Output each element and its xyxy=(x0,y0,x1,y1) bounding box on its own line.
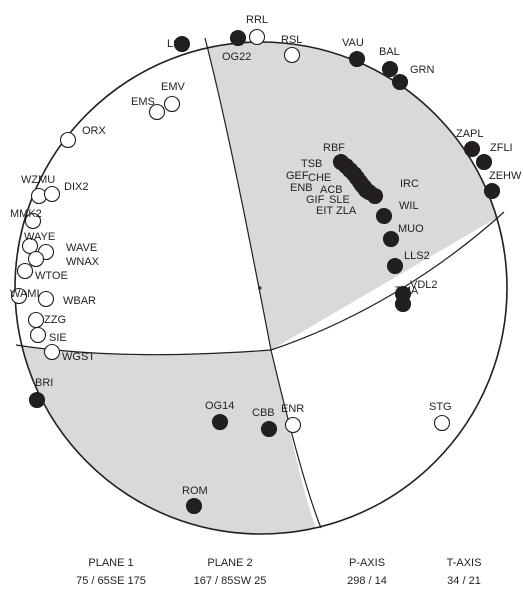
station-label-enr: ENR xyxy=(281,403,304,415)
station-marker-wnax xyxy=(27,250,45,268)
station-label-wami: WAMI xyxy=(10,288,40,300)
station-marker-og22 xyxy=(229,29,247,47)
station-label-acb: ACB xyxy=(320,184,343,196)
station-label-wzmu: WZMU xyxy=(21,174,55,186)
station-label-bri: BRI xyxy=(35,377,53,389)
station-label-dix2: DIX2 xyxy=(64,181,88,193)
station-marker-lls2 xyxy=(386,257,404,275)
station-label-wnax: WNAX xyxy=(66,256,100,268)
station-marker-wgst xyxy=(43,343,61,361)
station-label-wil: WIL xyxy=(399,200,419,212)
p-axis-title: P-AXIS xyxy=(348,557,386,569)
station-label-sie: SIE xyxy=(49,332,67,344)
station-label-orx: ORX xyxy=(82,125,107,137)
plane1-title: PLANE 1 xyxy=(88,557,134,569)
station-label-lsd: LSD xyxy=(167,38,188,50)
station-marker-stg xyxy=(433,414,451,432)
station-marker-zzg xyxy=(27,311,45,329)
compression-quadrant-southwest xyxy=(15,345,321,534)
station-marker-lsd xyxy=(173,35,191,53)
station-marker-dix2 xyxy=(43,185,61,203)
station-marker-mmk2 xyxy=(24,212,42,230)
station-label-og22: OG22 xyxy=(222,51,251,63)
station-label-rom: ROM xyxy=(182,485,208,497)
station-marker-irc xyxy=(366,187,384,205)
station-marker-ems xyxy=(148,103,166,121)
station-marker-rrl xyxy=(248,28,266,46)
station-marker-orx xyxy=(59,131,77,149)
station-label-vdl2: VDL2 xyxy=(410,279,438,291)
station-label-eit: EIT xyxy=(316,205,333,217)
station-label-gef: GEF xyxy=(286,170,309,182)
station-label-stg: STG xyxy=(429,401,452,413)
station-marker-wami xyxy=(10,287,28,305)
station-label-ems: EMS xyxy=(131,96,155,108)
plane2-value: 167 / 85SW 25 xyxy=(193,575,267,587)
station-label-irc: IRC xyxy=(400,178,419,190)
station-marker-rom xyxy=(185,497,203,515)
station-label-wave: WAVE xyxy=(66,242,97,254)
station-marker-wtoe xyxy=(16,262,34,280)
station-marker-wil xyxy=(375,207,393,225)
station-label-rbf: RBF xyxy=(323,142,345,154)
station-label-waye: WAYE xyxy=(24,231,55,243)
station-marker-bri xyxy=(28,391,46,409)
station-marker-muo xyxy=(382,230,400,248)
station-label-muo: MUO xyxy=(398,223,424,235)
t-axis-value: 34 / 21 xyxy=(447,575,481,587)
plane1-value: 75 / 65SE 175 xyxy=(76,575,146,587)
station-label-rsl: RSL xyxy=(281,34,302,46)
station-marker-enr xyxy=(284,416,302,434)
station-marker-sie xyxy=(29,326,47,344)
station-label-emv: EMV xyxy=(161,81,186,93)
station-marker-rsl xyxy=(283,46,301,64)
station-marker-zfli xyxy=(475,153,493,171)
station-label-bal: BAL xyxy=(379,46,400,58)
station-label-enb: ENB xyxy=(290,182,313,194)
station-marker-vau xyxy=(348,50,366,68)
station-marker-emv xyxy=(163,95,181,113)
station-label-wbar: WBAR xyxy=(63,295,96,307)
plane2-title: PLANE 2 xyxy=(207,557,253,569)
station-label-che: CHE xyxy=(308,172,331,184)
station-marker-cbb xyxy=(260,420,278,438)
station-marker-wbar xyxy=(37,290,55,308)
station-marker-grn xyxy=(391,73,409,91)
station-marker-tma xyxy=(394,295,412,313)
station-label-gif: GIF xyxy=(306,194,325,206)
station-label-wgst: WGST xyxy=(62,351,95,363)
station-label-lls2: LLS2 xyxy=(404,250,430,262)
station-label-zehw: ZEHW xyxy=(489,170,522,182)
p-axis-value: 298 / 14 xyxy=(347,575,387,587)
station-label-og14: OG14 xyxy=(205,400,234,412)
station-label-zapl: ZAPL xyxy=(456,128,484,140)
nodal-plane-1 xyxy=(204,37,322,529)
center-mark xyxy=(258,286,262,290)
station-label-zfli: ZFLI xyxy=(490,142,513,154)
station-label-zla: ZLA xyxy=(336,205,357,217)
station-marker-zapl xyxy=(463,140,481,158)
station-label-grn: GRN xyxy=(410,64,435,76)
station-label-rrl: RRL xyxy=(246,14,268,26)
t-axis-title: T-AXIS xyxy=(446,557,482,569)
station-label-mmk2: MMK2 xyxy=(10,208,42,220)
station-label-cbb: CBB xyxy=(252,407,275,419)
nodal-plane-2 xyxy=(15,211,505,356)
station-marker-og14 xyxy=(211,413,229,431)
station-marker-waye xyxy=(21,237,39,255)
station-label-vau: VAU xyxy=(342,37,364,49)
station-layer: RRL OG22 LSD RSL VAU BAL GRN EMV EMS ORX ZAPL ZFLI Z… xyxy=(10,14,522,515)
station-label-tma: TMA xyxy=(395,285,419,297)
station-label-tsb: TSB xyxy=(301,158,322,170)
station-label-wtoe: WTOE xyxy=(35,270,68,282)
station-label-sle: SLE xyxy=(329,194,350,206)
station-label-zzg: ZZG xyxy=(44,314,66,326)
station-marker-bal xyxy=(381,60,399,78)
station-marker-zehw xyxy=(483,182,501,200)
